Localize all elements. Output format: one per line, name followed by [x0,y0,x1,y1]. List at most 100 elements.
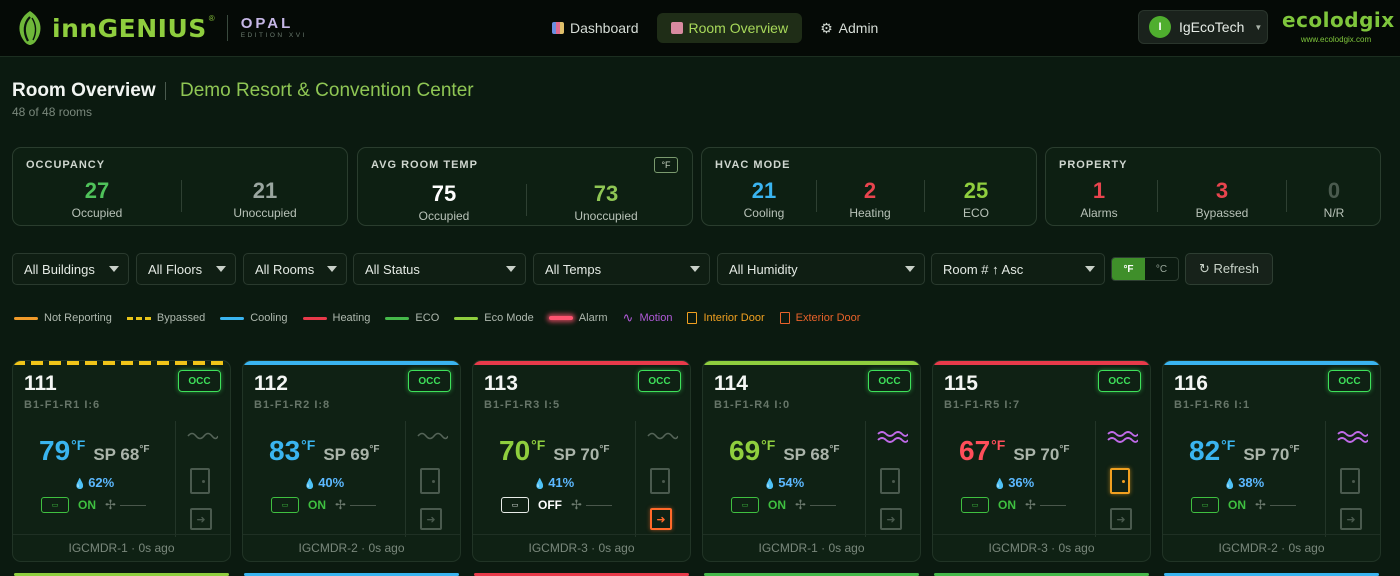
setpoint-unit: °F [829,444,840,455]
chevron-down-icon [1085,266,1095,272]
thermostat-icon: ▭ [1191,497,1219,513]
setpoint: SP 69 [323,445,370,464]
legend-swatch [14,316,38,320]
stat-unoccupied-temp: 73 Unoccupied [522,183,690,224]
filter-temps[interactable]: All Temps [533,253,710,285]
next-row-status-bar [474,573,689,576]
thermostat-status: ▭ ON ✢ [41,497,146,513]
partner-logo[interactable]: ecolodgix www.ecolodgix.com [1282,8,1394,44]
stat-divider [816,180,817,212]
fan-speed-bar [809,504,836,506]
stat-occupied-temp: 75 Occupied [358,183,530,224]
stat-value: 0 [1327,178,1341,203]
filter-buildings[interactable]: All Buildings [12,253,129,285]
stat-value: 1 [1092,178,1106,203]
thermostat-icon: ▭ [501,497,529,513]
legend-swatch [548,316,573,320]
exterior-door-icon: ➜ [190,508,212,530]
stat-label: N/R [1323,206,1345,220]
user-name: IgEcoTech [1179,19,1245,35]
fan-icon: ✢ [795,497,806,512]
room-card-116[interactable]: 116 OCC B1-F1-R6 I:1 82 °F SP 70 °F 💧 38%… [1162,360,1381,562]
stat-bypassed: 3 Bypassed [1168,180,1276,221]
brand-logo[interactable]: innGENIUS ® OPAL EDITION XVI [12,8,307,48]
legend-eco-mode: Eco Mode [454,312,534,324]
motion-wave-icon [877,431,908,443]
setpoint-unit: °F [139,444,150,455]
motion-wave-icon [1337,431,1368,443]
nav-admin[interactable]: ⚙ Admin [806,13,892,43]
nav-room-overview[interactable]: Room Overview [656,13,803,43]
gear-icon: ⚙ [820,19,833,36]
room-device-status: IGCMDR-2 · 0s ago [243,534,460,561]
chevron-down-icon [506,266,516,272]
room-card-111[interactable]: 111 OCC B1-F1-R1 I:6 79 °F SP 68 °F 💧 62%… [12,360,231,562]
legend-swatch [220,316,245,320]
stat-label: Occupied [418,209,470,223]
fan-icon: ✢ [571,497,582,512]
stat-title: PROPERTY [1059,159,1128,171]
nav-dashboard[interactable]: Dashboard [538,13,653,43]
room-status-bar [933,361,1150,365]
humidity-value: 40% [318,475,345,490]
brand-name: innGENIUS [52,13,207,43]
legend-swatch [302,316,327,320]
room-location: B1-F1-R4 I:0 [714,399,791,411]
humidity-value: 36% [1008,475,1035,490]
unit-toggle: °F °C [1111,257,1179,281]
room-card-114[interactable]: 114 OCC B1-F1-R4 I:0 69 °F SP 68 °F 💧 54%… [702,360,921,562]
legend-label: Alarm [578,312,608,324]
page-title: Room Overview [12,80,156,101]
top-nav-bar: innGENIUS ® OPAL EDITION XVI Dashboard R… [0,0,1400,57]
filter-rooms[interactable]: All Rooms [243,253,347,285]
room-card-112[interactable]: 112 OCC B1-F1-R2 I:8 83 °F SP 69 °F 💧 40%… [242,360,461,562]
filter-floors[interactable]: All Floors [136,253,236,285]
room-card-115[interactable]: 115 OCC B1-F1-R5 I:7 67 °F SP 70 °F 💧 36%… [932,360,1151,562]
fan-speed-bar [349,504,376,506]
setpoint-unit: °F [599,444,610,455]
unit-fahrenheit-button[interactable]: °F [1112,258,1145,280]
filter-status-value: All Status [365,261,420,277]
product-edition: EDITION XVI [240,32,307,40]
room-number: 116 [1174,372,1208,395]
room-number: 112 [254,372,288,395]
room-location: B1-F1-R2 I:8 [254,399,331,411]
stat-value: 27 [84,178,110,203]
occupancy-badge: OCC [1328,370,1371,392]
humidity: 💧 40% [243,475,405,490]
chevron-down-icon: ▼ [1254,22,1263,32]
thermostat-status: ▭ ON ✢ [731,497,836,513]
thermostat-state: ON [1228,498,1246,512]
chevron-down-icon [690,266,700,272]
legend-heating: Heating [302,312,370,324]
unit-badge[interactable]: °F [654,157,678,173]
motion-wave-icon [1107,431,1138,443]
droplet-icon: 💧 [303,479,317,490]
product-name: OPAL [240,15,294,33]
fan-speed-bar [1039,504,1066,506]
user-menu-button[interactable]: I IgEcoTech ▼ [1138,10,1268,44]
stat-value: 25 [963,178,989,203]
room-number: 114 [714,372,748,395]
stat-title: OCCUPANCY [26,159,106,171]
droplet-icon: 💧 [1223,479,1237,490]
room-card-113[interactable]: 113 OCC B1-F1-R3 I:5 70 °F SP 70 °F 💧 41%… [472,360,691,562]
humidity-value: 62% [88,475,115,490]
refresh-button[interactable]: ↻ Refresh [1185,253,1273,285]
interior-door-icon [1110,468,1130,494]
sort-select[interactable]: Room # ↑ Asc [931,253,1105,285]
filter-status[interactable]: All Status [353,253,526,285]
legend-exterior-door: Exterior Door [779,312,860,324]
occupancy-badge: OCC [868,370,911,392]
filter-humidity[interactable]: All Humidity [717,253,925,285]
exterior-door-icon: ➜ [1110,508,1132,530]
legend-swatch [454,316,479,320]
unit-celsius-button[interactable]: °C [1155,263,1168,275]
room-divider [1095,421,1096,537]
room-location: B1-F1-R1 I:6 [24,399,101,411]
nav-room-overview-label: Room Overview [688,20,789,36]
legend-label: Bypassed [156,312,206,324]
droplet-icon: 💧 [533,479,547,490]
stat-label: Heating [849,206,891,220]
stat-eco: 25 ECO [920,178,1032,221]
